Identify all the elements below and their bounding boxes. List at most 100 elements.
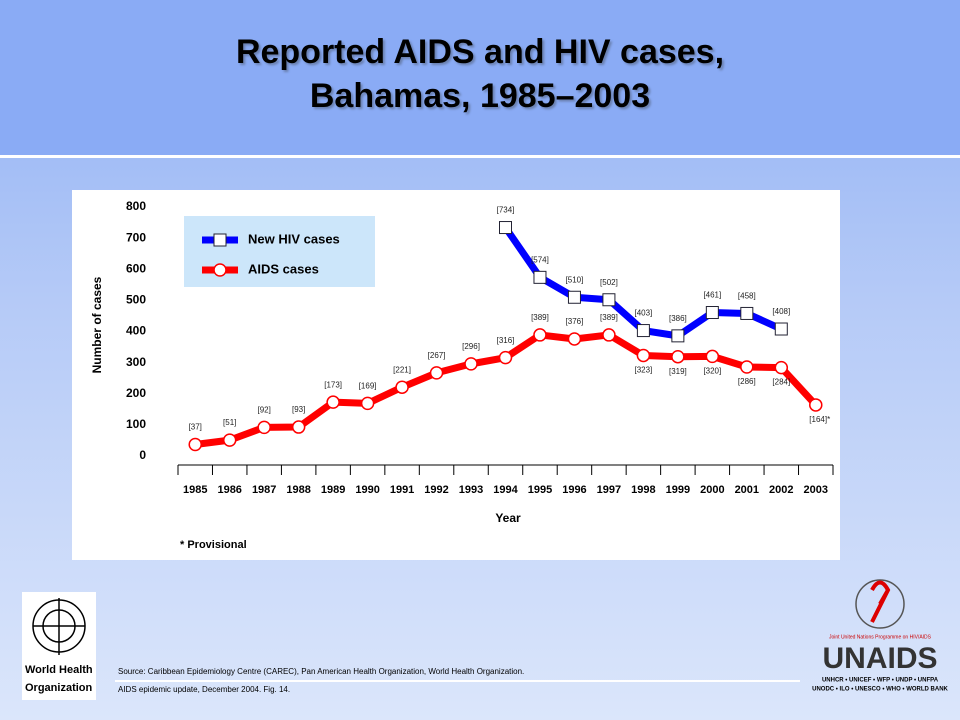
marker: [705, 349, 720, 364]
marker: [705, 306, 719, 320]
value-label: [316]: [497, 336, 515, 345]
y-tick-label: 300: [126, 355, 146, 369]
marker: [257, 420, 271, 435]
legend-marker: [213, 263, 227, 277]
unaids-members: UNHCR • UNICEF • WFP • UNDP • UNFPA: [822, 678, 939, 684]
value-label: [173]: [324, 380, 342, 389]
x-tick-label: 1998: [631, 484, 655, 496]
marker: [188, 437, 202, 452]
unaids-tagline: Joint United Nations Programme on HIV/AI…: [829, 634, 932, 640]
value-label: [267]: [428, 351, 446, 360]
value-label: [386]: [669, 314, 687, 323]
marker: [326, 395, 340, 409]
value-label: [320]: [703, 367, 721, 376]
marker: [740, 306, 754, 320]
x-tick-label: 1989: [321, 484, 345, 496]
marker: [602, 293, 616, 307]
source: Source: Caribbean Epidemiology Centre (C…: [118, 667, 524, 676]
header: Reported AIDS and HIV cases, Bahamas, 19…: [0, 0, 960, 158]
x-tick-label: 2002: [769, 484, 793, 496]
legend-label: New HIV cases: [248, 231, 340, 246]
y-axis-label: Number of cases: [90, 276, 104, 373]
x-tick-label: 1986: [217, 484, 241, 496]
x-tick-label: 1990: [355, 484, 379, 496]
x-tick-label: 2000: [700, 484, 724, 496]
value-label: [284]: [772, 378, 790, 387]
marker: [429, 366, 444, 380]
x-axis-label: Year: [495, 511, 521, 525]
value-label: [734]: [497, 206, 515, 215]
y-tick-label: 800: [126, 199, 146, 213]
value-label: [51]: [223, 418, 236, 427]
y-tick-label: 400: [126, 324, 146, 338]
value-label: [389]: [531, 313, 549, 322]
x-tick-label: 1985: [183, 484, 207, 496]
marker: [498, 350, 513, 365]
marker: [291, 420, 306, 434]
value-label: [286]: [738, 377, 756, 386]
value-label: [574]: [531, 255, 549, 264]
unaids-members: UNODC • ILO • UNESCO • WHO • WORLD BANK: [812, 687, 948, 693]
marker: [533, 328, 547, 342]
value-label: [458]: [738, 292, 756, 301]
marker: [740, 360, 754, 374]
value-label: [296]: [462, 342, 480, 351]
marker: [464, 357, 478, 371]
marker: [567, 290, 581, 304]
value-label: [502]: [600, 278, 618, 287]
marker: [533, 270, 547, 284]
x-tick-label: 1997: [597, 484, 621, 496]
x-tick-label: 2001: [735, 484, 759, 496]
x-tick-label: 2003: [804, 484, 828, 496]
marker: [395, 380, 409, 394]
value-label: [461]: [703, 291, 721, 300]
marker: [567, 332, 582, 346]
x-tick-label: 1993: [459, 484, 483, 496]
marker: [671, 349, 685, 364]
marker: [360, 396, 375, 411]
value-label: [376]: [566, 317, 584, 326]
value-label: [164]*: [809, 415, 830, 424]
value-label: [93]: [292, 405, 305, 414]
legend-marker: [213, 233, 227, 247]
value-label: [510]: [566, 275, 584, 284]
x-tick-label: 1999: [666, 484, 690, 496]
x-tick-label: 1991: [390, 484, 414, 496]
who-text: Organization: [25, 682, 93, 694]
who-emblem: [32, 598, 86, 655]
x-tick-label: 1988: [286, 484, 310, 496]
y-tick-label: 200: [126, 386, 146, 400]
value-label: [323]: [634, 366, 652, 375]
chart-title: Reported AIDS and HIV cases, Bahamas, 19…: [235, 33, 725, 115]
value-label: [389]: [600, 313, 618, 322]
note: * Provisional: [180, 539, 247, 551]
marker: [809, 398, 823, 412]
marker: [774, 360, 789, 375]
x-tick-label: 1995: [528, 484, 552, 496]
y-tick-label: 100: [126, 417, 146, 431]
marker: [602, 328, 616, 342]
legend-label: AIDS cases: [248, 261, 319, 276]
y-tick-label: 500: [126, 293, 146, 307]
unaids-text: UNAIDS: [822, 642, 937, 675]
value-label: [408]: [772, 307, 790, 316]
marker: [222, 433, 237, 447]
value-label: [92]: [258, 405, 271, 414]
y-tick-label: 0: [139, 448, 146, 462]
marker: [671, 329, 685, 343]
value-label: [169]: [359, 382, 377, 391]
marker: [636, 324, 650, 338]
value-label: [319]: [669, 367, 687, 376]
x-tick-label: 1987: [252, 484, 276, 496]
unaids-emblem: [855, 579, 905, 629]
marker: [774, 322, 788, 336]
value-label: [37]: [189, 423, 202, 432]
who-text: World Health: [25, 664, 93, 676]
value-label: [221]: [393, 365, 411, 374]
marker: [499, 221, 512, 235]
y-tick-label: 600: [126, 261, 146, 275]
y-tick-label: 700: [126, 230, 146, 244]
marker: [636, 348, 651, 363]
